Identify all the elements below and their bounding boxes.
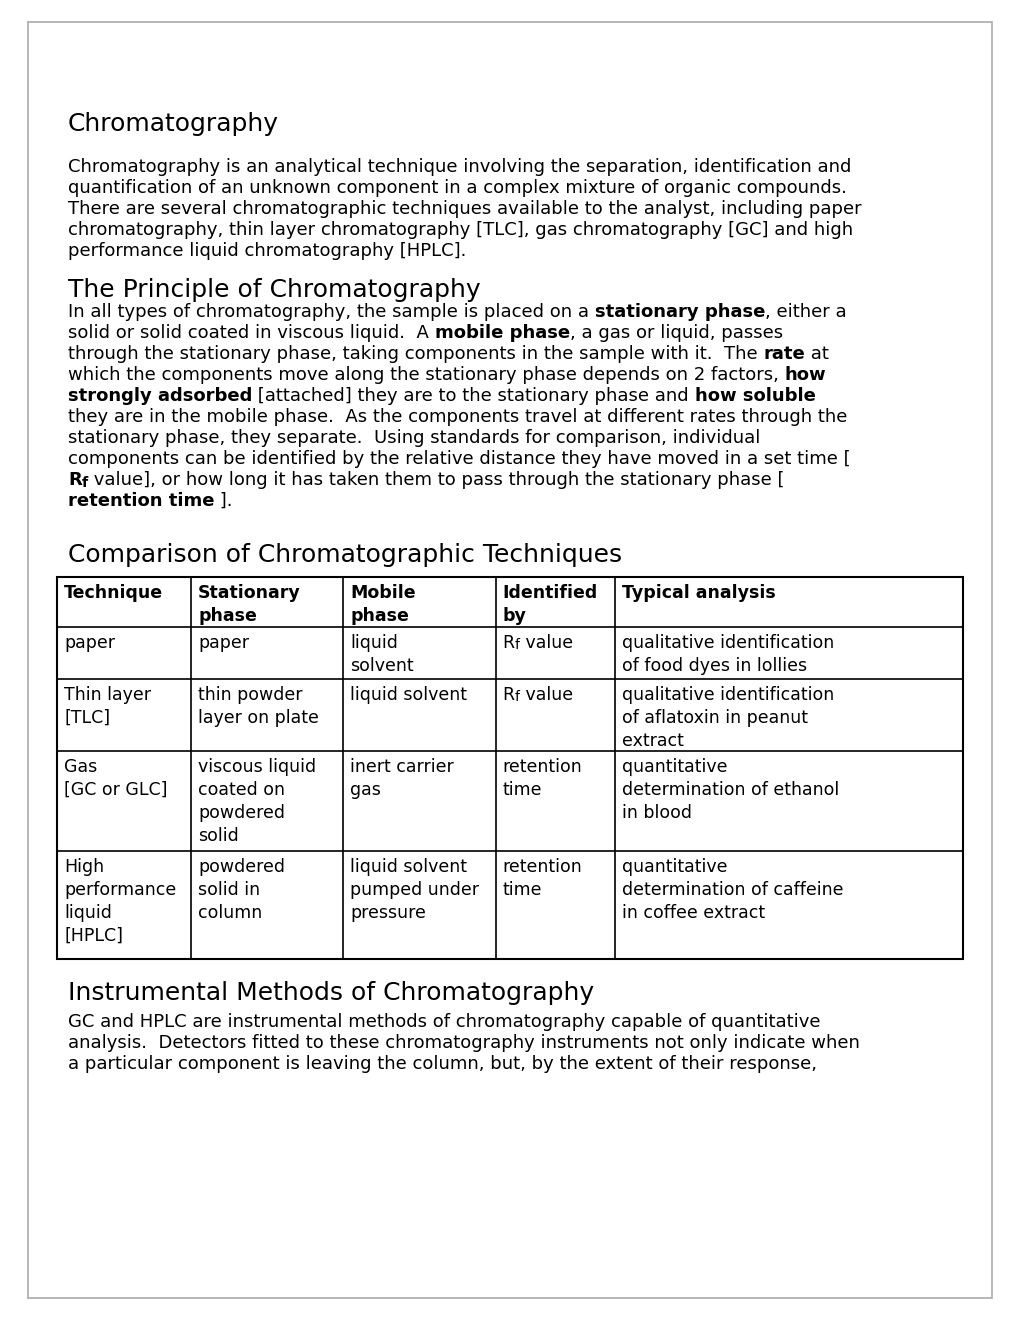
Text: inert carrier
gas: inert carrier gas xyxy=(350,758,453,799)
Text: how soluble: how soluble xyxy=(694,387,815,405)
Text: There are several chromatographic techniques available to the analyst, including: There are several chromatographic techni… xyxy=(68,201,861,218)
Text: f: f xyxy=(515,638,519,652)
Text: liquid solvent
pumped under
pressure: liquid solvent pumped under pressure xyxy=(350,858,479,921)
Text: value], or how long it has taken them to pass through the stationary phase [: value], or how long it has taken them to… xyxy=(88,471,784,488)
Text: value: value xyxy=(519,686,573,704)
Text: chromatography, thin layer chromatography [TLC], gas chromatography [GC] and hig: chromatography, thin layer chromatograph… xyxy=(68,220,852,239)
Text: Thin layer
[TLC]: Thin layer [TLC] xyxy=(64,686,151,727)
Text: mobile phase: mobile phase xyxy=(434,323,570,342)
Text: they are in the mobile phase.  As the components travel at different rates throu: they are in the mobile phase. As the com… xyxy=(68,408,847,426)
Text: GC and HPLC are instrumental methods of chromatography capable of quantitative: GC and HPLC are instrumental methods of … xyxy=(68,1012,819,1031)
Text: f: f xyxy=(515,690,519,704)
Text: R: R xyxy=(502,634,515,652)
Text: Technique: Technique xyxy=(64,583,163,602)
Text: retention
time: retention time xyxy=(502,758,582,799)
Text: Typical analysis: Typical analysis xyxy=(622,583,775,602)
Text: qualitative identification
of food dyes in lollies: qualitative identification of food dyes … xyxy=(622,634,834,675)
Text: retention time: retention time xyxy=(68,492,214,510)
Bar xyxy=(57,577,962,960)
Text: liquid
solvent: liquid solvent xyxy=(350,634,414,675)
Text: quantification of an unknown component in a complex mixture of organic compounds: quantification of an unknown component i… xyxy=(68,180,846,197)
Text: Chromatography is an analytical technique involving the separation, identificati: Chromatography is an analytical techniqu… xyxy=(68,158,851,176)
Text: f: f xyxy=(82,477,88,490)
Text: , either a: , either a xyxy=(764,304,846,321)
Text: value: value xyxy=(519,634,573,652)
Text: at: at xyxy=(804,345,828,363)
Text: powdered
solid in
column: powdered solid in column xyxy=(198,858,284,921)
Text: Instrumental Methods of Chromatography: Instrumental Methods of Chromatography xyxy=(68,981,593,1005)
Text: qualitative identification
of aflatoxin in peanut
extract: qualitative identification of aflatoxin … xyxy=(622,686,834,750)
Text: R: R xyxy=(502,686,515,704)
Text: viscous liquid
coated on
powdered
solid: viscous liquid coated on powdered solid xyxy=(198,758,316,845)
Text: retention
time: retention time xyxy=(502,858,582,899)
Text: ].: ]. xyxy=(214,492,232,510)
Text: stationary phase: stationary phase xyxy=(594,304,764,321)
Text: liquid solvent: liquid solvent xyxy=(350,686,467,704)
Text: quantitative
determination of caffeine
in coffee extract: quantitative determination of caffeine i… xyxy=(622,858,843,921)
Text: quantitative
determination of ethanol
in blood: quantitative determination of ethanol in… xyxy=(622,758,839,822)
Text: through the stationary phase, taking components in the sample with it.  The: through the stationary phase, taking com… xyxy=(68,345,762,363)
Text: The Principle of Chromatography: The Principle of Chromatography xyxy=(68,279,480,302)
Text: R: R xyxy=(68,471,82,488)
Text: which the components move along the stationary phase depends on 2 factors,: which the components move along the stat… xyxy=(68,366,784,384)
Text: In all types of chromatography, the sample is placed on a: In all types of chromatography, the samp… xyxy=(68,304,594,321)
Text: Chromatography: Chromatography xyxy=(68,112,279,136)
Text: solid or solid coated in viscous liquid.  A: solid or solid coated in viscous liquid.… xyxy=(68,323,434,342)
Text: Stationary
phase: Stationary phase xyxy=(198,583,301,624)
Text: , a gas or liquid, passes: , a gas or liquid, passes xyxy=(570,323,783,342)
Text: stationary phase, they separate.  Using standards for comparison, individual: stationary phase, they separate. Using s… xyxy=(68,429,759,447)
Text: a particular component is leaving the column, but, by the extent of their respon: a particular component is leaving the co… xyxy=(68,1055,816,1073)
Text: components can be identified by the relative distance they have moved in a set t: components can be identified by the rela… xyxy=(68,450,850,469)
Text: High
performance
liquid
[HPLC]: High performance liquid [HPLC] xyxy=(64,858,176,945)
Text: Identified
by: Identified by xyxy=(502,583,597,624)
Text: performance liquid chromatography [HPLC].: performance liquid chromatography [HPLC]… xyxy=(68,242,466,260)
Text: analysis.  Detectors fitted to these chromatography instruments not only indicat: analysis. Detectors fitted to these chro… xyxy=(68,1034,859,1052)
Text: paper: paper xyxy=(64,634,115,652)
Text: Comparison of Chromatographic Techniques: Comparison of Chromatographic Techniques xyxy=(68,543,622,568)
Text: how: how xyxy=(784,366,825,384)
Text: rate: rate xyxy=(762,345,804,363)
Text: thin powder
layer on plate: thin powder layer on plate xyxy=(198,686,319,727)
Text: strongly adsorbed: strongly adsorbed xyxy=(68,387,252,405)
Text: Mobile
phase: Mobile phase xyxy=(350,583,416,624)
Text: paper: paper xyxy=(198,634,249,652)
Text: [attached] they are to the stationary phase and: [attached] they are to the stationary ph… xyxy=(252,387,694,405)
Text: Gas
[GC or GLC]: Gas [GC or GLC] xyxy=(64,758,167,799)
